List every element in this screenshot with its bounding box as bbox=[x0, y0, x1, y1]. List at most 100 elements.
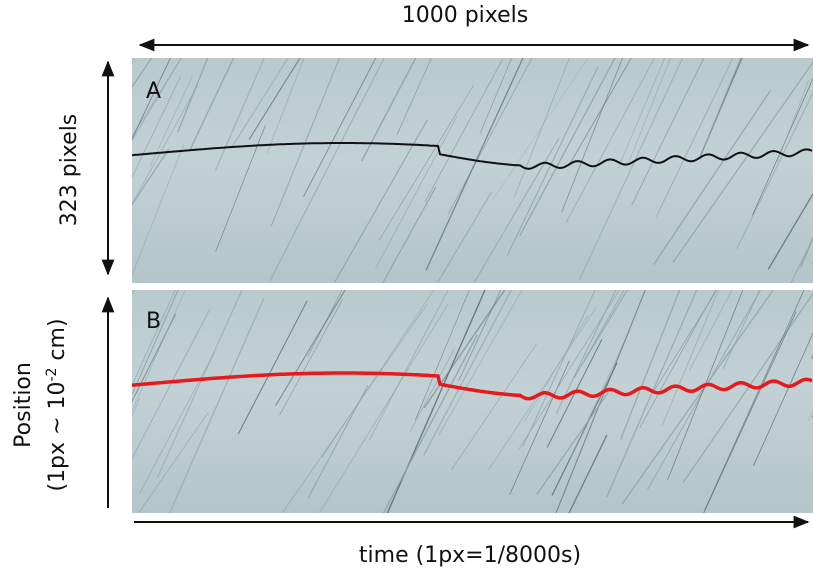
streak bbox=[132, 58, 182, 142]
unit-start: (1px ~ 10 bbox=[45, 382, 70, 492]
streak bbox=[132, 290, 186, 412]
streak bbox=[423, 290, 512, 456]
streak bbox=[132, 308, 211, 460]
streak bbox=[382, 186, 437, 283]
streak bbox=[514, 58, 570, 198]
streak bbox=[568, 434, 608, 513]
streak bbox=[628, 58, 671, 162]
streak bbox=[752, 77, 813, 216]
streak bbox=[279, 298, 344, 416]
panel-b bbox=[132, 290, 813, 513]
streak bbox=[248, 58, 301, 140]
streak bbox=[617, 58, 665, 169]
streak bbox=[568, 58, 632, 166]
streak bbox=[479, 58, 513, 134]
streak bbox=[620, 290, 681, 440]
streak bbox=[237, 300, 308, 435]
streak bbox=[450, 343, 537, 471]
streak bbox=[672, 61, 813, 263]
streak bbox=[138, 350, 216, 495]
streak bbox=[438, 290, 523, 435]
streak bbox=[688, 290, 733, 372]
streak bbox=[561, 58, 624, 213]
streak bbox=[369, 290, 449, 440]
streak bbox=[776, 79, 810, 163]
streak bbox=[700, 58, 742, 156]
streak bbox=[753, 332, 813, 467]
panel-a bbox=[132, 58, 813, 283]
streak bbox=[722, 290, 761, 370]
streak bbox=[424, 59, 504, 203]
streak bbox=[736, 91, 813, 249]
streak bbox=[506, 66, 599, 256]
streak bbox=[269, 58, 385, 282]
streak bbox=[565, 58, 656, 223]
streak bbox=[606, 290, 698, 498]
streak bbox=[414, 290, 470, 421]
streak bbox=[382, 334, 478, 513]
streak bbox=[436, 191, 493, 283]
unit-end: cm) bbox=[45, 318, 70, 367]
streak bbox=[132, 290, 179, 396]
streak bbox=[281, 303, 428, 513]
streak bbox=[169, 298, 265, 513]
trace-b bbox=[131, 371, 813, 401]
streak bbox=[132, 58, 182, 138]
streak bbox=[378, 84, 475, 241]
panel-b-label: B bbox=[146, 309, 161, 334]
streak bbox=[132, 397, 140, 418]
streak bbox=[492, 58, 589, 201]
left-label: 323 pixels bbox=[57, 114, 82, 227]
streak bbox=[488, 307, 597, 471]
streak bbox=[409, 348, 455, 432]
streak bbox=[177, 58, 209, 133]
streak bbox=[189, 58, 235, 151]
streak bbox=[360, 58, 417, 162]
streak bbox=[579, 58, 684, 280]
streak bbox=[551, 362, 618, 496]
streak bbox=[639, 290, 717, 429]
streak bbox=[132, 84, 199, 206]
streak bbox=[275, 290, 346, 406]
streak bbox=[270, 58, 341, 227]
trace-a bbox=[131, 142, 813, 170]
position-unit: (1px ~ 10-2 cm) bbox=[44, 318, 70, 491]
streaks-a bbox=[132, 58, 813, 283]
streak bbox=[156, 290, 243, 479]
streak bbox=[647, 290, 762, 490]
streak bbox=[523, 314, 589, 422]
streak bbox=[682, 292, 813, 484]
streaks-b bbox=[66, 290, 813, 529]
position-label: Position bbox=[11, 362, 36, 448]
streak bbox=[214, 58, 265, 171]
streak bbox=[132, 148, 170, 206]
streak bbox=[132, 290, 176, 388]
unit-exponent: -2 bbox=[44, 368, 60, 382]
bottom-label: time (1px=1/8000s) bbox=[359, 543, 581, 568]
streak bbox=[318, 303, 449, 513]
streak bbox=[653, 89, 772, 265]
streak bbox=[519, 58, 616, 237]
streak bbox=[667, 290, 744, 481]
streak bbox=[132, 144, 185, 277]
streak bbox=[375, 115, 458, 269]
streak bbox=[230, 58, 289, 149]
streak bbox=[425, 58, 524, 271]
streak bbox=[149, 75, 193, 167]
streak bbox=[767, 192, 813, 270]
streak bbox=[536, 391, 609, 495]
streak bbox=[307, 290, 343, 358]
streak bbox=[66, 440, 106, 529]
streak bbox=[518, 290, 620, 450]
streak bbox=[138, 412, 209, 513]
streak bbox=[303, 58, 377, 197]
streak bbox=[631, 58, 705, 206]
streak bbox=[790, 237, 813, 283]
streak bbox=[555, 290, 646, 513]
panel-a-label: A bbox=[146, 79, 161, 104]
streak bbox=[266, 58, 305, 154]
streak bbox=[333, 119, 428, 283]
streak bbox=[66, 345, 126, 473]
streak bbox=[458, 290, 502, 382]
